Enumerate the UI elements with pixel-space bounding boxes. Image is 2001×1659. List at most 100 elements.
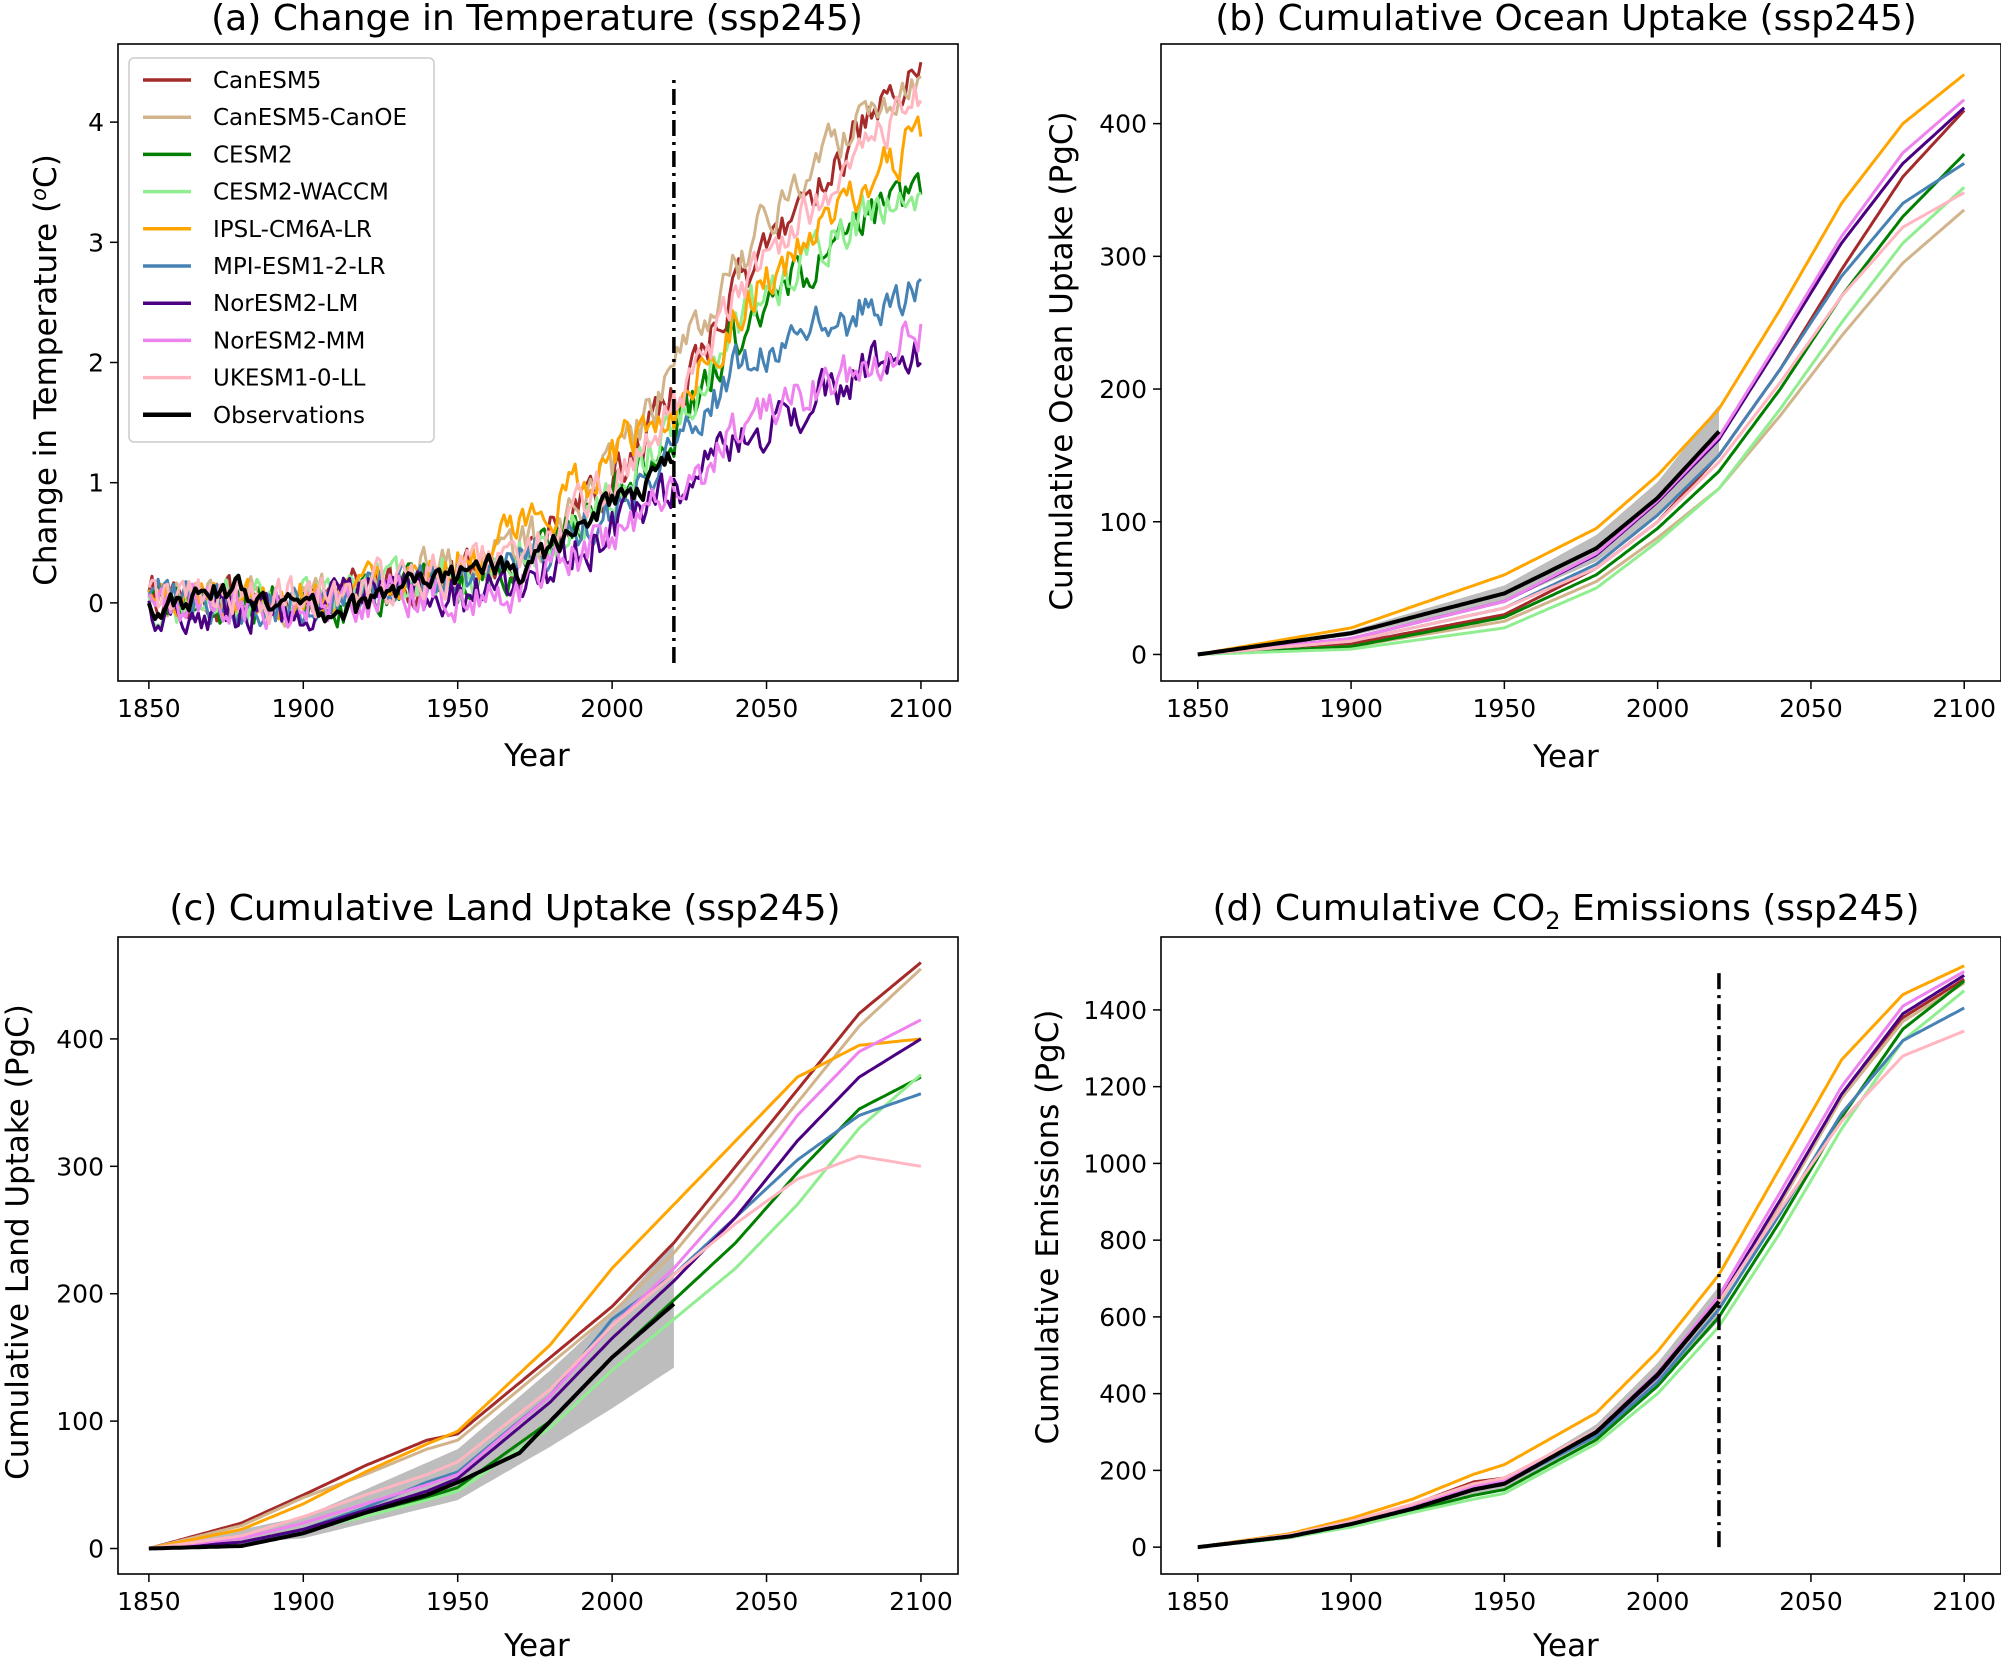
panel-b-ylabel: Cumulative Ocean Uptake (PgC): [1044, 111, 1080, 610]
panel-c-series-ipsl-cm6a-lr: [148, 1037, 922, 1550]
panel-d-ytick-label: 800: [1099, 1226, 1147, 1255]
panel-c-xtick-label: 2000: [580, 1587, 644, 1616]
legend: CanESM5 CanESM5-CanOE CESM2 CESM2-WACCM IPSL…: [128, 57, 435, 443]
panel-c-series-noresm2-mm: [148, 1018, 922, 1550]
panel-b-series-cesm2: [1197, 153, 1966, 656]
legend-label-noresm2-lm: NorESM2-LM: [213, 291, 358, 317]
panel-d-xlabel: Year: [1532, 1628, 1599, 1659]
panel-a-data-layer: [147, 61, 923, 636]
panel-d-xtick-label: 2000: [1626, 1587, 1690, 1616]
panel-c-xtick-label: 1900: [271, 1587, 335, 1616]
panel-b-series-observations: [1197, 430, 1721, 657]
panel-c-series-mpi-esm1-2-lr: [148, 1092, 922, 1550]
panel-a-series-observations: [147, 451, 675, 624]
panel-a-ytick-label: 2: [88, 349, 104, 378]
panel-a-ytick-label: 4: [88, 108, 104, 137]
legend-label-cesm2: CESM2: [213, 142, 293, 168]
panel-a-ytick-label: 0: [88, 589, 104, 618]
panel-b-series-ukesm1-0-ll: [1197, 191, 1965, 656]
panel-b-series-noresm2-mm: [1197, 98, 1966, 656]
panel-a-series-ipsl-cm6a-lr: [147, 115, 923, 621]
panel-c-ytick-label: 300: [56, 1152, 104, 1181]
panel-c-series-cesm2-waccm: [148, 1073, 922, 1550]
panel-b-ytick-label: 100: [1099, 508, 1147, 537]
legend-label-ukesm1-0-ll: UKESM1-0-LL: [213, 366, 366, 392]
legend-label-noresm2-mm: NorESM2-MM: [213, 328, 365, 354]
panel-a-xtick-label: 2000: [580, 694, 644, 723]
panel-c-xlabel: Year: [503, 1628, 570, 1659]
panel-d-series-canesm5: [1197, 977, 1965, 1549]
panel-c-series-canesm5-canoe: [148, 967, 922, 1550]
panel-d-ytick-label: 1400: [1083, 996, 1147, 1025]
panel-d-obs-uncertainty-band: [1197, 1286, 1719, 1548]
panel-c-title: (c) Cumulative Land Uptake (ssp245): [169, 888, 840, 929]
panel-d-xtick-label: 1950: [1473, 1587, 1537, 1616]
panel-c-ytick-label: 200: [56, 1280, 104, 1309]
panel-c-xtick-label: 2050: [735, 1587, 799, 1616]
panel-d-data-layer: [1197, 964, 1966, 1550]
panel-d-xtick-label: 1850: [1166, 1587, 1230, 1616]
panel-b-xtick-label: 2100: [1932, 694, 1996, 723]
panel-d-ytick-label: 200: [1099, 1456, 1147, 1485]
panel-c-axes-frame: [117, 936, 959, 1575]
panel-d-axes-frame: [1160, 936, 2001, 1575]
panel-c-ytick-label: 0: [88, 1535, 104, 1564]
panel-d-ytick-label: 1200: [1083, 1073, 1147, 1102]
panel-a-xtick-label: 1900: [271, 694, 335, 723]
panel-a-xtick-label: 2050: [735, 694, 799, 723]
panel-a-plot-area: 1850 1900 1950 2000 2050 2100 0 1 2 3 4: [88, 43, 959, 723]
panel-a-title: (a) Change in Temperature (ssp245): [211, 0, 863, 39]
panel-c-ylabel: Cumulative Land Uptake (PgC): [0, 1004, 36, 1480]
legend-label-mpi-esm1-2-lr: MPI-ESM1-2-LR: [213, 254, 385, 280]
panel-b-series-ipsl-cm6a-lr: [1197, 73, 1966, 656]
panel-b-axes-frame: [1160, 43, 2001, 682]
panel-b-xtick-label: 1850: [1166, 694, 1230, 723]
panel-b-ytick-label: 400: [1099, 110, 1147, 139]
panel-d-ytick-label: 400: [1099, 1380, 1147, 1409]
panel-b-ytick-label: 200: [1099, 375, 1147, 404]
legend-label-canesm5: CanESM5: [213, 68, 321, 94]
panel-d-ylabel: Cumulative Emissions (PgC): [1030, 1010, 1066, 1445]
panel-d-title: (d) Cumulative CO2 Emissions (ssp245): [1212, 888, 1919, 935]
panel-c-land-uptake: (c) Cumulative Land Uptake (ssp245) 1850…: [0, 888, 959, 1659]
panel-c-ytick-label: 400: [56, 1025, 104, 1054]
panel-c-xtick-label: 2100: [889, 1587, 953, 1616]
panel-c-ytick-label: 100: [56, 1407, 104, 1436]
panel-c-data-layer: [148, 961, 922, 1551]
panel-d-series-ukesm1-0-ll: [1197, 1029, 1965, 1549]
panel-d-ytick-label: 0: [1131, 1533, 1147, 1562]
panel-d-ytick-label: 1000: [1083, 1149, 1147, 1178]
panel-a-temperature: (a) Change in Temperature (ssp245) 1850 1…: [27, 0, 959, 774]
panel-d-series-canesm5-canoe: [1197, 981, 1966, 1549]
panel-b-plot-area: 1850 1900 1950 2000 2050 2100 0 100 200 300 400: [1099, 43, 2001, 723]
panel-b-xtick-label: 2000: [1626, 694, 1690, 723]
panel-d-plot-area: 1850 1900 1950 2000 2050 2100 0 200 400 600 800 100…: [1083, 936, 2001, 1616]
panel-b-ytick-label: 0: [1131, 640, 1147, 669]
panel-d-series-noresm2-mm: [1197, 970, 1965, 1549]
panel-d-series-noresm2-lm: [1197, 974, 1965, 1549]
panel-d-series-cesm2: [1197, 979, 1966, 1549]
panel-d-xtick-label: 2050: [1779, 1587, 1843, 1616]
panel-c-series-ukesm1-0-ll: [148, 1154, 922, 1550]
panel-c-series-cesm2: [148, 1075, 922, 1550]
panel-a-xlabel: Year: [503, 738, 570, 774]
panel-b-ytick-label: 300: [1099, 242, 1147, 271]
panel-b-series-canesm5-canoe: [1197, 208, 1966, 656]
panel-c-series-canesm5: [148, 961, 922, 1550]
panel-c-plot-area: 1850 1900 1950 2000 2050 2100 0 100 200 300 400: [56, 936, 959, 1616]
panel-d-xtick-label: 1900: [1319, 1587, 1383, 1616]
panel-c-series-observations: [148, 1302, 676, 1551]
legend-label-ipsl-cm6a-lr: IPSL-CM6A-LR: [213, 217, 372, 243]
legend-label-observations: Observations: [213, 403, 365, 429]
panel-d-series-ipsl-cm6a-lr: [1197, 964, 1965, 1549]
panel-c-series-noresm2-lm: [148, 1037, 922, 1550]
legend-frame: [128, 57, 435, 443]
panel-b-series-cesm2-waccm: [1197, 186, 1966, 656]
panel-b-data-layer: [1197, 73, 1966, 657]
panel-b-xtick-label: 2050: [1779, 694, 1843, 723]
panel-a-xtick-label: 2100: [889, 694, 953, 723]
panel-a-ylabel: Change in Temperature (oC): [27, 154, 64, 586]
panel-a-ytick-label: 1: [88, 469, 104, 498]
panel-d-series-cesm2-waccm: [1197, 989, 1966, 1549]
panel-b-ocean-uptake: (b) Cumulative Ocean Uptake (ssp245) 185…: [1044, 0, 2001, 775]
